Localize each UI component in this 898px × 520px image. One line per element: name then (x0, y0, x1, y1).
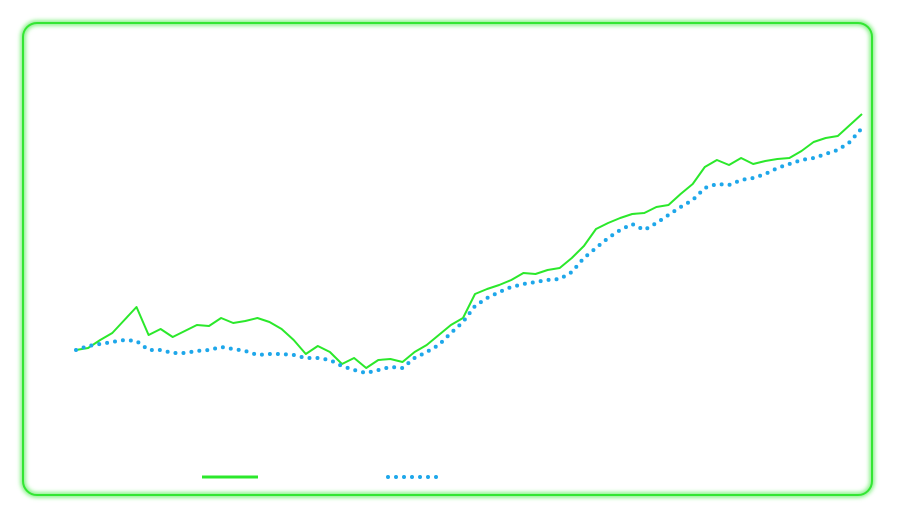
series-line (74, 126, 864, 376)
frame-glow (20, 20, 875, 498)
series-line (75, 113, 863, 369)
frame (22, 22, 873, 496)
